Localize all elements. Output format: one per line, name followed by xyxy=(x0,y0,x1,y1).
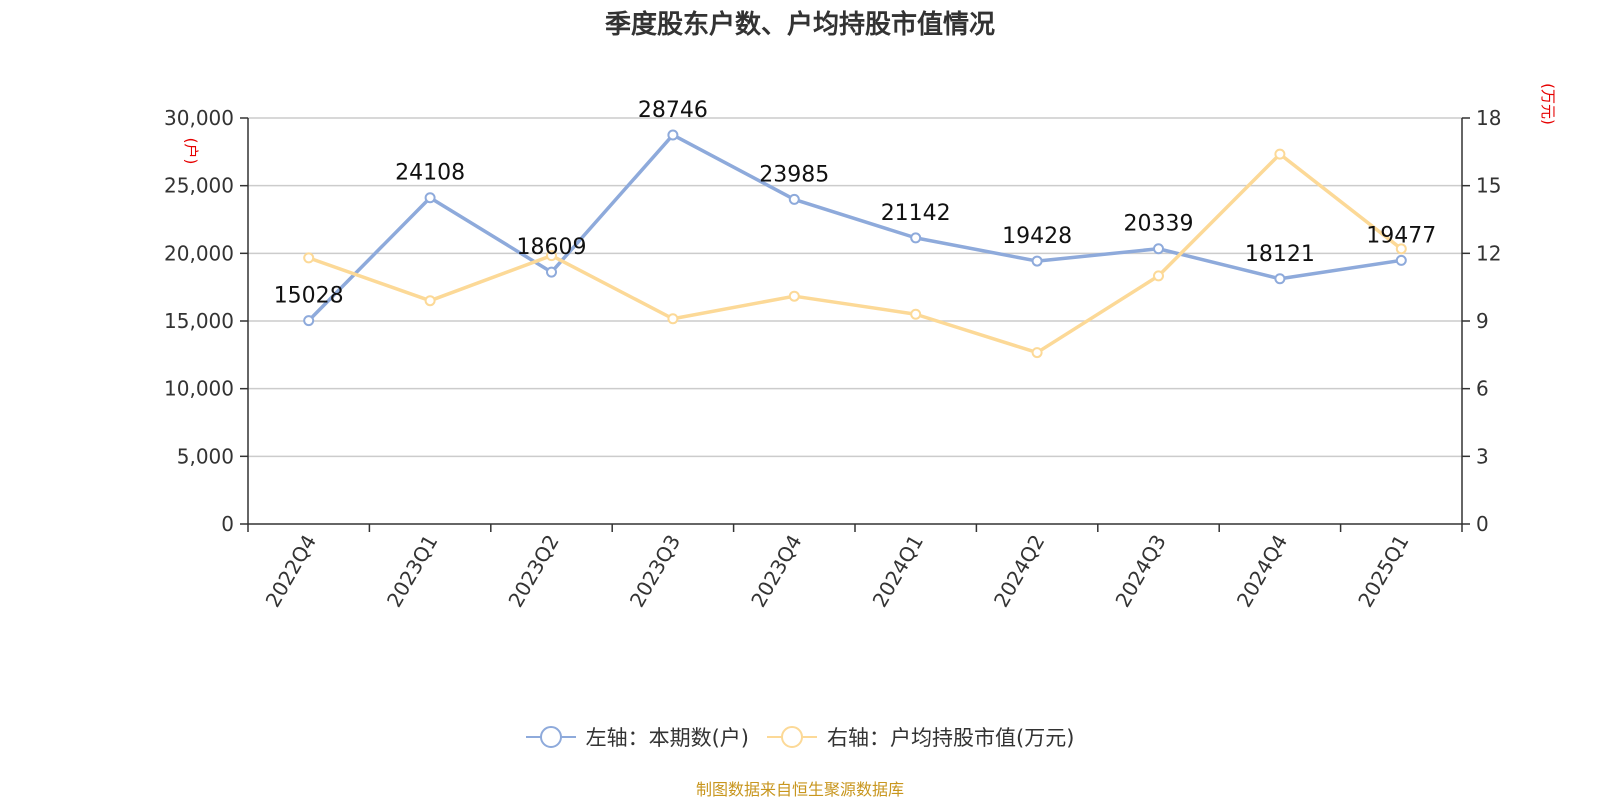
right-axis-unit: (万元) xyxy=(1539,83,1557,125)
series-0-point xyxy=(910,232,922,244)
right-tick-label: 0 xyxy=(1476,512,1489,536)
x-tick-label: 2024Q1 xyxy=(868,531,928,612)
series-0-point xyxy=(1395,254,1407,266)
data-label: 18609 xyxy=(517,235,587,260)
right-tick-label: 6 xyxy=(1476,377,1489,401)
left-tick-label: 25,000 xyxy=(164,174,234,198)
data-label: 15028 xyxy=(274,284,344,309)
left-tick-label: 10,000 xyxy=(164,377,234,401)
x-tick-label: 2025Q1 xyxy=(1353,531,1413,612)
data-label: 19477 xyxy=(1366,223,1436,248)
left-tick-label: 15,000 xyxy=(164,309,234,333)
x-tick-label: 2023Q3 xyxy=(625,531,685,612)
series-0-point xyxy=(1153,243,1164,255)
x-tick-label: 2022Q4 xyxy=(261,531,321,612)
left-axis-unit: (户) xyxy=(182,138,200,165)
right-tick-label: 9 xyxy=(1476,309,1489,333)
data-label: 24108 xyxy=(395,161,465,186)
legend-swatch-avg-value-icon xyxy=(767,725,817,749)
legend-dot xyxy=(539,726,562,748)
series-1-point xyxy=(788,290,800,302)
data-label: 21142 xyxy=(881,201,951,226)
series-1-point xyxy=(303,252,315,264)
series-1-point xyxy=(910,308,922,320)
legend-dot xyxy=(781,726,803,748)
series-0-point xyxy=(788,193,800,205)
series-0-point xyxy=(1031,255,1043,267)
series-1-point xyxy=(424,295,436,307)
series-0-point xyxy=(667,129,679,141)
data-label: 18121 xyxy=(1245,242,1315,267)
series-1-point xyxy=(667,313,679,325)
right-tick-label: 3 xyxy=(1476,444,1489,468)
x-tick-label: 2024Q3 xyxy=(1110,531,1170,612)
right-tick-label: 18 xyxy=(1476,106,1501,130)
series-1-point xyxy=(1153,270,1164,282)
series-0-point xyxy=(424,192,436,204)
legend-label-households: 左轴：本期数(户) xyxy=(585,726,749,750)
x-tick-label: 2023Q2 xyxy=(503,531,563,612)
series-1-point xyxy=(546,250,557,262)
data-label: 23985 xyxy=(759,162,829,187)
legend-item-avg-value[interactable]: 右轴：户均持股市值(万元) xyxy=(767,722,1074,752)
series-1-point xyxy=(1395,243,1407,255)
right-tick-label: 15 xyxy=(1476,174,1501,198)
data-label: 19428 xyxy=(1002,224,1072,249)
left-tick-label: 0 xyxy=(221,512,234,536)
series-line-1 xyxy=(308,152,1403,355)
left-tick-label: 5,000 xyxy=(177,444,234,468)
legend-swatch-households-icon xyxy=(525,725,576,749)
data-label: 20339 xyxy=(1124,212,1194,237)
left-tick-label: 30,000 xyxy=(164,106,234,130)
legend-item-households[interactable]: 左轴：本期数(户) xyxy=(525,722,749,752)
series-1-point xyxy=(1031,347,1043,359)
x-tick-label: 2024Q4 xyxy=(1232,531,1292,612)
legend: 左轴：本期数(户) 右轴：户均持股市值(万元) xyxy=(0,722,1600,752)
x-tick-label: 2023Q1 xyxy=(382,531,442,612)
series-0-point xyxy=(303,315,315,327)
right-tick-label: 12 xyxy=(1476,241,1501,265)
x-tick-label: 2023Q4 xyxy=(746,531,806,612)
chart-title: 季度股东户数、户均持股市值情况 xyxy=(604,10,995,40)
x-tick-label: 2024Q2 xyxy=(989,531,1049,612)
series-1-point xyxy=(1274,148,1286,160)
source-note: 制图数据来自恒生聚源数据库 xyxy=(695,780,904,799)
series-0-point xyxy=(1274,273,1286,285)
left-tick-label: 20,000 xyxy=(164,241,234,265)
series-line-0 xyxy=(307,133,1402,322)
series-0-point xyxy=(546,266,557,278)
data-label: 28746 xyxy=(638,98,708,123)
legend-label-avg-value: 右轴：户均持股市值(万元) xyxy=(827,726,1075,750)
